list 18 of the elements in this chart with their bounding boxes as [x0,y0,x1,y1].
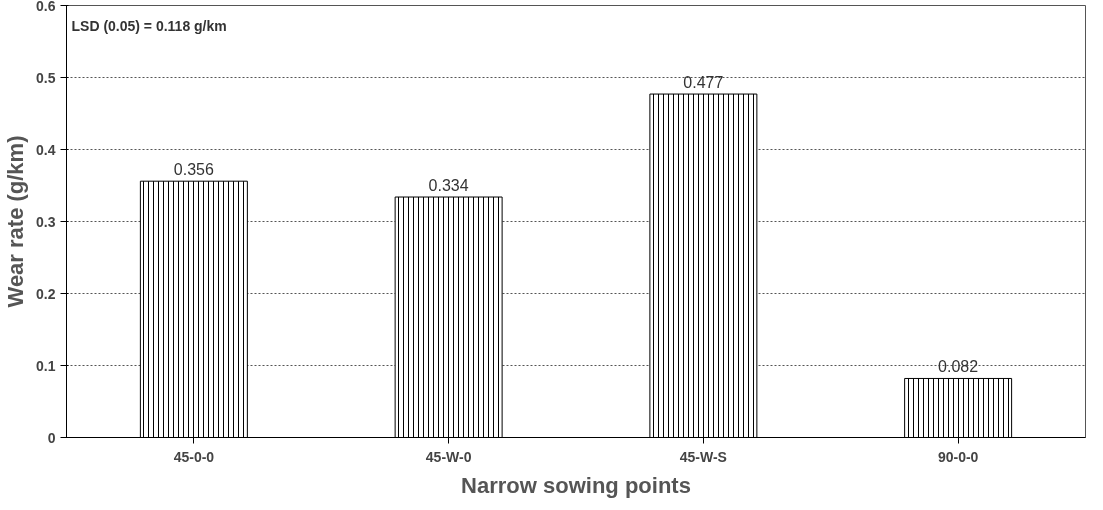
y-tick-label: 0.3 [36,213,56,230]
data-label: 0.082 [938,358,979,376]
x-tick-label: 45-W-0 [425,448,472,465]
y-tick-label: 0.1 [36,357,56,374]
x-tick-label: 45-0-0 [173,448,215,465]
x-axis-title: Narrow sowing points [461,472,691,498]
annotation: LSD (0.05) = 0.118 g/km [71,17,227,34]
y-axis-title: Wear rate (g/km) [3,135,29,308]
y-tick-label: 0 [47,429,56,446]
y-tick-label: 0.5 [36,69,56,86]
x-tick-label: 45-W-S [679,448,727,465]
data-label: 0.334 [428,177,469,195]
y-tick-label: 0.6 [36,0,56,14]
data-label: 0.477 [683,74,724,92]
x-tick-label: 90-0-0 [937,448,979,465]
data-label: 0.356 [173,161,214,179]
y-tick-label: 0.2 [36,285,56,302]
y-tick-label: 0.4 [36,141,56,158]
